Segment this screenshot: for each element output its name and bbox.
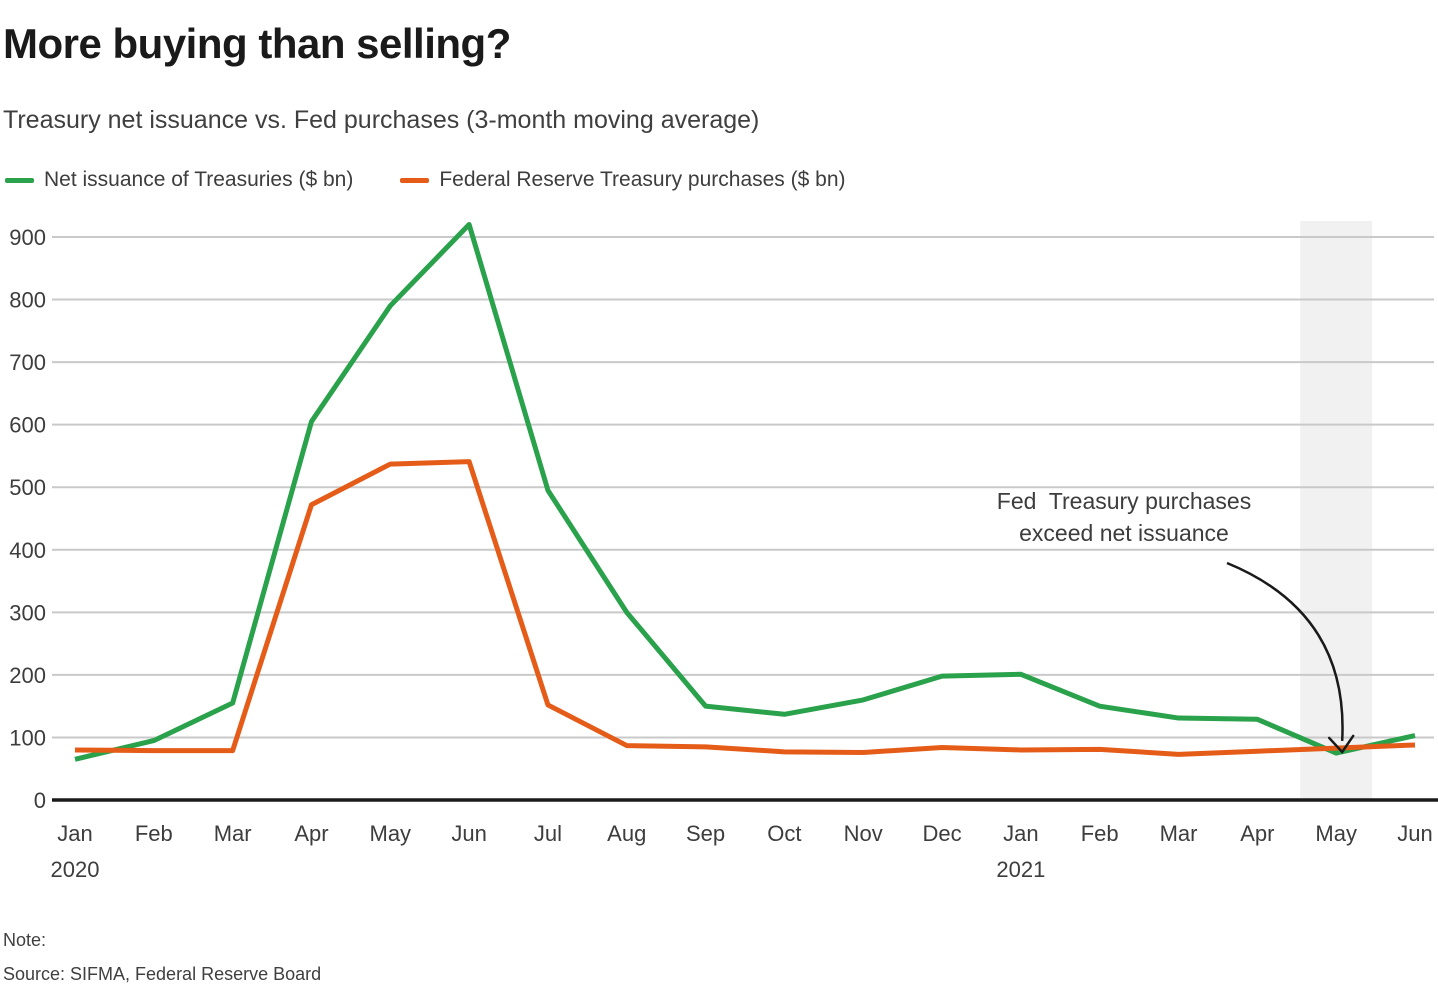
x-tick-label: Jun: [1397, 821, 1432, 846]
fed-purchases-line: [74, 459, 1416, 757]
legend-label-net-issuance: Net issuance of Treasuries ($ bn): [44, 168, 354, 191]
y-tick-label: 300: [9, 600, 46, 625]
highlight-band: [1300, 221, 1373, 800]
legend-swatch-net-issuance: [5, 177, 34, 183]
x-tick-label: Jun: [451, 821, 486, 846]
y-tick-label: 700: [9, 350, 46, 375]
y-tick-label: 100: [9, 725, 46, 750]
chart-title: More buying than selling?: [3, 20, 511, 67]
legend: Net issuance of Treasuries ($ bn) Federal…: [5, 168, 846, 192]
y-tick-label: 900: [9, 225, 46, 250]
x-axis-labels: Jan Feb Mar Apr May Jun Jul Aug Sep Oct Nov Dec Jan F…: [51, 821, 1433, 882]
x-tick-label: Sep: [686, 821, 725, 846]
x-tick-label: May: [370, 821, 412, 846]
legend-item-fed-purchases: Federal Reserve Treasury purchases ($ bn…: [400, 168, 846, 192]
y-tick-label: 400: [9, 538, 46, 563]
year-label: 2020: [51, 857, 100, 882]
y-tick-label: 600: [9, 413, 46, 438]
legend-item-net-issuance: Net issuance of Treasuries ($ bn): [5, 168, 353, 192]
x-tick-label: May: [1315, 821, 1357, 846]
x-tick-label: Apr: [1240, 821, 1274, 846]
y-tick-label: 800: [9, 288, 46, 313]
x-tick-label: Aug: [607, 821, 646, 846]
annotation-arrow: [1226, 561, 1344, 742]
x-tick-label: Feb: [135, 821, 173, 846]
x-tick-label: Dec: [922, 821, 961, 846]
y-tick-label: 500: [9, 475, 46, 500]
x-tick-label: Jan: [57, 821, 92, 846]
annotation-arrowhead: [1327, 734, 1355, 754]
net-issuance-line: [74, 221, 1416, 762]
legend-swatch-fed-purchases: [400, 177, 430, 183]
x-tick-label: Jan: [1003, 821, 1038, 846]
x-tick-label: Jul: [534, 821, 562, 846]
annotation: Fed Treasury purchases exceed net issuanc…: [997, 488, 1355, 754]
x-tick-label: Mar: [214, 821, 252, 846]
chart-subtitle: Treasury net issuance vs. Fed purchases …: [3, 106, 760, 134]
year-label: 2021: [996, 857, 1045, 882]
annotation-text: Fed Treasury purchases exceed net issuanc…: [997, 488, 1251, 546]
x-tick-label: Oct: [767, 821, 801, 846]
y-axis-labels: 0 100 200 300 400 500 600 700 800 900: [9, 225, 46, 813]
legend-label-fed-purchases: Federal Reserve Treasury purchases ($ bn…: [439, 168, 846, 191]
x-tick-label: Apr: [294, 821, 328, 846]
gridlines: [52, 236, 1434, 739]
y-tick-label: 200: [9, 663, 46, 688]
series-lines: [74, 221, 1416, 762]
y-tick-label: 0: [34, 788, 46, 813]
x-tick-label: Feb: [1081, 821, 1119, 846]
x-tick-label: Nov: [844, 821, 883, 846]
note-label: Note:: [3, 930, 47, 950]
source-line: Source: SIFMA, Federal Reserve Board: [3, 964, 322, 984]
x-tick-label: Mar: [1160, 821, 1198, 846]
